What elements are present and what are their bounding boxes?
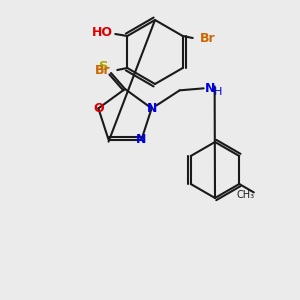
Text: N: N (204, 82, 215, 95)
Text: O: O (93, 102, 104, 115)
Text: HO: HO (92, 26, 113, 38)
Text: N: N (146, 102, 157, 115)
Text: H: H (213, 87, 222, 97)
Text: Br: Br (94, 64, 110, 77)
Text: N: N (136, 133, 147, 146)
Text: S: S (99, 61, 109, 74)
Text: Br: Br (200, 32, 215, 46)
Text: CH₃: CH₃ (237, 190, 255, 200)
